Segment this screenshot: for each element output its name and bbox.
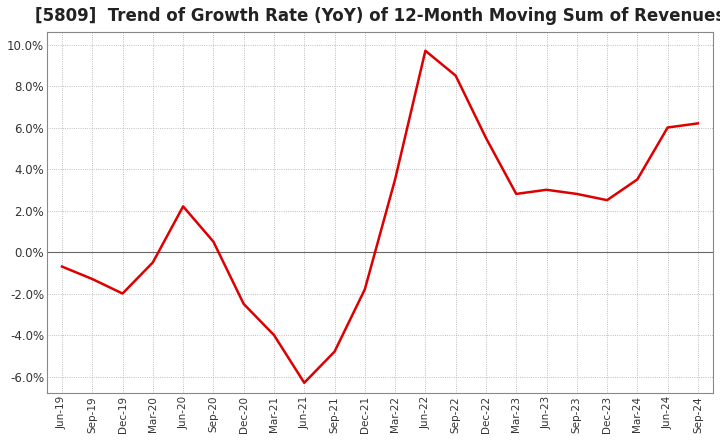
Title: [5809]  Trend of Growth Rate (YoY) of 12-Month Moving Sum of Revenues: [5809] Trend of Growth Rate (YoY) of 12-… <box>35 7 720 25</box>
